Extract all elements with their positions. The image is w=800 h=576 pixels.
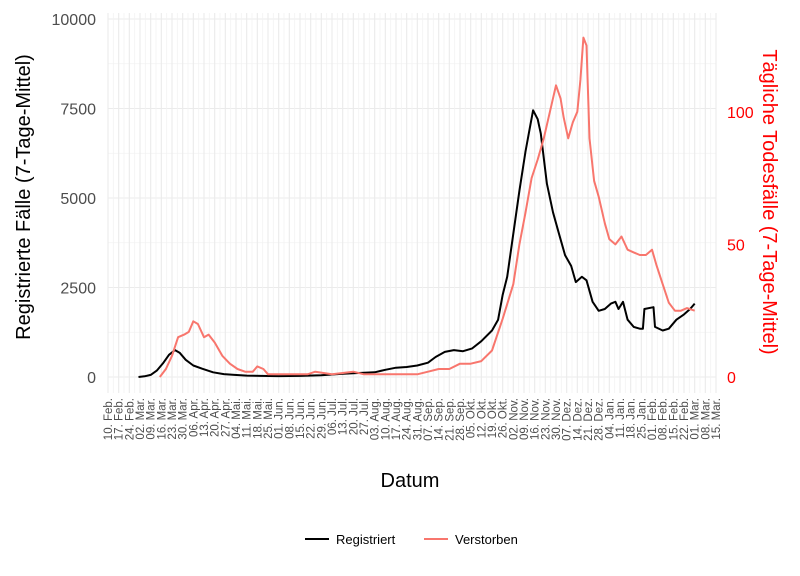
x-tick-label: 16. Mar. xyxy=(156,398,168,440)
x-tick-label: 22. Jun. xyxy=(306,398,318,439)
series-line-verstorben xyxy=(159,36,696,378)
y2-tick-label: 50 xyxy=(727,237,745,254)
x-tick-label: 04. Jan. xyxy=(604,398,616,439)
x-tick-label: 23. Mar. xyxy=(167,398,179,440)
series-layer xyxy=(138,36,696,378)
x-tick-label: 25. Jan. xyxy=(636,398,648,439)
x-tick-label: 15. Jun. xyxy=(295,398,307,439)
grid-layer xyxy=(107,13,717,393)
x-tick-label: 26. Okt. xyxy=(498,398,510,438)
x-tick-label: 10. Feb. xyxy=(103,398,115,440)
y-axis-left-ticks: 0 2500 5000 7500 10000 xyxy=(52,12,97,387)
x-tick-label: 09. Nov. xyxy=(519,398,531,440)
legend-label-verstorben: Verstorben xyxy=(455,532,518,547)
x-tick-label: 11. Jan. xyxy=(615,398,627,438)
x-tick-label: 08. Feb. xyxy=(658,398,670,440)
x-tick-label: 02. Mar. xyxy=(135,398,147,440)
x-tick-label: 01. Mar. xyxy=(690,398,702,440)
x-tick-label: 20. Jul. xyxy=(348,398,360,435)
y2-tick-label: 100 xyxy=(727,105,754,122)
x-tick-label: 08. Jun. xyxy=(284,398,296,439)
y-axis-right-title: Tägliche Todesfälle (7-Tage-Mittel) xyxy=(758,49,780,354)
x-tick-label: 15. Feb. xyxy=(668,398,680,440)
x-tick-label: 21. Sep. xyxy=(444,398,456,441)
x-tick-label: 28. Sep. xyxy=(455,398,467,441)
x-tick-label: 14. Sep. xyxy=(434,398,446,441)
x-tick-label: 12. Okt. xyxy=(476,398,488,438)
x-axis-title: Datum xyxy=(381,470,440,492)
x-tick-label: 18. Jan. xyxy=(626,398,638,439)
x-tick-label: 31. Aug. xyxy=(412,398,424,440)
x-tick-label: 13. Apr. xyxy=(199,398,211,437)
x-tick-label: 06. Jul. xyxy=(327,398,339,435)
x-tick-label: 08. Mar. xyxy=(700,398,712,440)
x-tick-label: 21. Dez. xyxy=(583,398,595,441)
x-tick-label: 22. Feb. xyxy=(679,398,691,440)
x-tick-label: 25. Mai. xyxy=(263,398,275,439)
x-tick-label: 24. Feb. xyxy=(124,398,136,440)
x-tick-label: 18. Mai. xyxy=(252,398,264,439)
y-axis-right-ticks: 0 50 100 xyxy=(727,105,754,387)
x-tick-label: 17. Aug. xyxy=(391,398,403,440)
x-tick-label: 14. Dez. xyxy=(572,398,584,441)
y-tick-label: 0 xyxy=(87,370,96,387)
x-tick-label: 01. Feb. xyxy=(647,398,659,440)
x-tick-label: 20. Apr. xyxy=(210,398,222,437)
x-tick-label: 15. Mar. xyxy=(711,398,723,440)
y-tick-label: 2500 xyxy=(60,281,96,298)
x-tick-label: 19. Okt. xyxy=(487,398,499,438)
x-tick-label: 23. Nov. xyxy=(540,398,552,440)
x-tick-label: 04. Mai. xyxy=(231,398,243,439)
y-axis-left-title: Registrierte Fälle (7-Tage-Mittel) xyxy=(13,54,35,340)
legend: Registriert Verstorben xyxy=(305,532,518,547)
x-tick-label: 11. Mai. xyxy=(242,398,254,438)
x-tick-label: 24. Aug. xyxy=(402,398,414,440)
x-axis-ticks: 10. Feb.17. Feb.24. Feb.02. Mar.09. Mar.… xyxy=(103,398,723,441)
x-tick-label: 10. Aug. xyxy=(380,398,392,440)
x-tick-label: 09. Mar. xyxy=(146,398,158,440)
x-tick-label: 01. Jun. xyxy=(274,398,286,439)
y2-tick-label: 0 xyxy=(727,370,736,387)
x-tick-label: 07. Sep. xyxy=(423,398,435,441)
x-tick-label: 03. Aug. xyxy=(370,398,382,440)
x-tick-label: 17. Feb. xyxy=(114,398,126,440)
x-tick-label: 13. Jul. xyxy=(338,398,350,435)
x-tick-label: 05. Okt. xyxy=(466,398,478,438)
y-tick-label: 7500 xyxy=(60,102,96,119)
x-tick-label: 27. Apr. xyxy=(220,398,232,437)
x-tick-label: 28. Dez. xyxy=(594,398,606,441)
x-tick-label: 02. Nov. xyxy=(508,398,520,440)
legend-label-registriert: Registriert xyxy=(336,532,396,547)
x-tick-label: 06. Apr. xyxy=(188,398,200,437)
y-tick-label: 5000 xyxy=(60,191,96,208)
x-tick-label: 07. Dez. xyxy=(562,398,574,441)
x-tick-label: 16. Nov. xyxy=(530,398,542,440)
x-tick-label: 30. Mar. xyxy=(178,398,190,440)
x-tick-label: 30. Nov. xyxy=(551,398,563,440)
y-tick-label: 10000 xyxy=(52,12,97,29)
x-tick-label: 29. Jun. xyxy=(316,398,328,439)
series-line-registriert xyxy=(138,109,696,378)
x-tick-label: 27. Jul. xyxy=(359,398,371,435)
